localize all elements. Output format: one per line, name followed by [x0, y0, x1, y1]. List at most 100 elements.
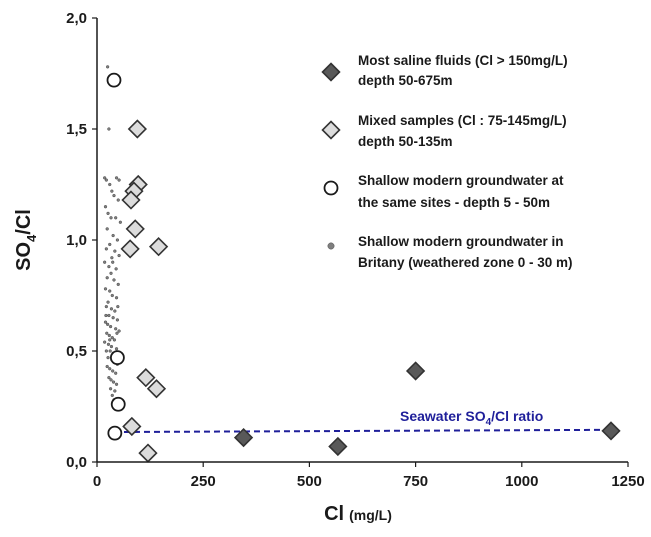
- saline-fluid-point: [233, 427, 254, 448]
- mixed-sample-point: [125, 219, 145, 239]
- brittany-groundwater-point: [112, 278, 116, 282]
- legend-entry: Shallow modern groundwater at the same si…: [323, 173, 564, 210]
- legend-label-line1: Most saline fluids (Cl > 150mg/L): [358, 53, 568, 68]
- x-tick-label: 0: [93, 473, 101, 490]
- brittany-groundwater-point: [107, 127, 111, 131]
- x-axis-label: Cl (mg/L): [324, 503, 392, 525]
- brittany-groundwater-point: [114, 371, 118, 375]
- shallow-site-point: [110, 396, 126, 412]
- legend-label-line1: Mixed samples (Cl : 75-145mg/L): [358, 113, 567, 128]
- brittany-groundwater-point: [114, 216, 118, 220]
- mixed-sample-point: [121, 190, 141, 210]
- brittany-groundwater-point: [108, 182, 112, 187]
- seawater-ratio-line: [113, 428, 614, 434]
- legend: Most saline fluids (Cl > 150mg/L) depth 5…: [321, 53, 573, 270]
- legend-label-line2: Britany (weathered zone 0 - 30 m): [358, 255, 573, 270]
- y-axis-label-main: SO: [13, 242, 35, 271]
- brittany-groundwater-point: [114, 347, 119, 351]
- mixed-sample-point: [122, 416, 142, 437]
- axis-labels: Cl (mg/L) SO4/Cl: [13, 209, 392, 525]
- brittany-groundwater-point: [112, 194, 116, 198]
- x-tick-label: 1000: [505, 473, 538, 490]
- x-tick-label: 1250: [611, 473, 644, 490]
- brittany-groundwater-point: [108, 349, 112, 353]
- brittany-groundwater-point: [107, 313, 111, 318]
- legend-label-line1: Shallow modern groundwater in: [358, 234, 564, 249]
- seawater-label-tail: /Cl ratio: [491, 408, 543, 424]
- brittany-groundwater-point: [111, 233, 115, 238]
- brittany-groundwater-point: [117, 329, 121, 333]
- brittany-groundwater-point: [109, 271, 113, 275]
- brittany-groundwater-point: [109, 307, 114, 311]
- saline-fluid-point: [601, 421, 621, 441]
- brittany-groundwater-point: [105, 364, 109, 369]
- brittany-groundwater-point: [108, 338, 112, 342]
- legend-marker: [321, 120, 341, 140]
- brittany-groundwater-point: [106, 356, 110, 360]
- y-tick-label: 0,0: [66, 454, 87, 471]
- seawater-label-sub: 4: [486, 417, 492, 428]
- brittany-groundwater-point: [111, 316, 115, 320]
- brittany-groundwater-point: [110, 189, 114, 193]
- x-tick-label: 750: [403, 473, 428, 490]
- brittany-groundwater-point: [107, 265, 111, 269]
- mixed-sample-point: [136, 368, 156, 388]
- brittany-groundwater-point: [103, 340, 107, 344]
- mixed-sample-point: [127, 119, 147, 139]
- brittany-groundwater-point: [105, 227, 109, 231]
- y-tick-label: 2,0: [66, 10, 87, 27]
- brittany-groundwater-point: [116, 282, 120, 286]
- brittany-groundwater-point: [109, 344, 114, 349]
- mixed-sample-point: [148, 237, 169, 257]
- brittany-groundwater-point: [115, 331, 119, 335]
- x-axis-label-unit: (mg/L): [349, 507, 392, 523]
- seawater-reference: Seawater SO4/Cl ratio: [113, 408, 614, 434]
- shallow-site-point: [107, 425, 123, 441]
- seawater-label: Seawater SO4/Cl ratio: [400, 408, 543, 428]
- seawater-label-main: Seawater SO: [400, 408, 486, 424]
- brittany-groundwater-point: [106, 211, 110, 215]
- saline-fluid-point: [405, 361, 426, 381]
- series-saline-fluid: [233, 361, 621, 457]
- legend-marker: [321, 62, 341, 82]
- y-axis-label: SO4/Cl: [13, 209, 39, 271]
- mixed-sample-point: [120, 239, 140, 259]
- legend-marker: [323, 180, 339, 196]
- brittany-groundwater-point: [109, 216, 113, 220]
- brittany-groundwater-point: [105, 276, 109, 280]
- brittany-groundwater-point: [107, 333, 111, 338]
- series-shallow-site: [106, 72, 126, 441]
- brittany-groundwater-point: [104, 178, 108, 182]
- legend-marker: [327, 242, 335, 250]
- brittany-groundwater-point: [103, 320, 108, 324]
- y-tick-label: 1,5: [66, 121, 87, 138]
- brittany-groundwater-point: [117, 178, 121, 182]
- brittany-groundwater-point: [115, 238, 119, 242]
- brittany-groundwater-point: [106, 300, 110, 304]
- brittany-groundwater-point: [106, 322, 110, 326]
- brittany-groundwater-point: [110, 336, 114, 340]
- x-tick-label: 250: [191, 473, 216, 490]
- legend-entry: Most saline fluids (Cl > 150mg/L) depth 5…: [321, 53, 568, 88]
- brittany-groundwater-point: [105, 331, 109, 335]
- brittany-groundwater-point: [104, 305, 108, 309]
- legend-entry: Mixed samples (Cl : 75-145mg/L) depth 50-…: [321, 113, 567, 149]
- brittany-groundwater-point: [109, 378, 113, 382]
- y-axis-label-tail: /Cl: [13, 209, 35, 235]
- brittany-groundwater-point: [117, 253, 121, 258]
- brittany-groundwater-point: [108, 387, 113, 391]
- y-axis-label-sub: 4: [24, 234, 39, 242]
- brittany-groundwater-point: [111, 260, 115, 264]
- legend-entry: Shallow modern groundwater in Britany (we…: [327, 234, 573, 270]
- brittany-groundwater-point: [113, 249, 117, 253]
- brittany-groundwater-point: [104, 349, 108, 353]
- x-axis-label-main: Cl: [324, 503, 344, 525]
- brittany-groundwater-point: [116, 198, 120, 202]
- brittany-groundwater-point: [116, 305, 120, 309]
- axes: 0,0 0,5 1,0 1,5 2,0 0 250 500 750 1000 1250: [66, 10, 645, 490]
- brittany-groundwater-point: [110, 293, 114, 298]
- data-series: [103, 65, 621, 463]
- brittany-groundwater-point: [108, 367, 112, 371]
- saline-fluid-point: [328, 436, 348, 457]
- brittany-groundwater-point: [114, 296, 119, 300]
